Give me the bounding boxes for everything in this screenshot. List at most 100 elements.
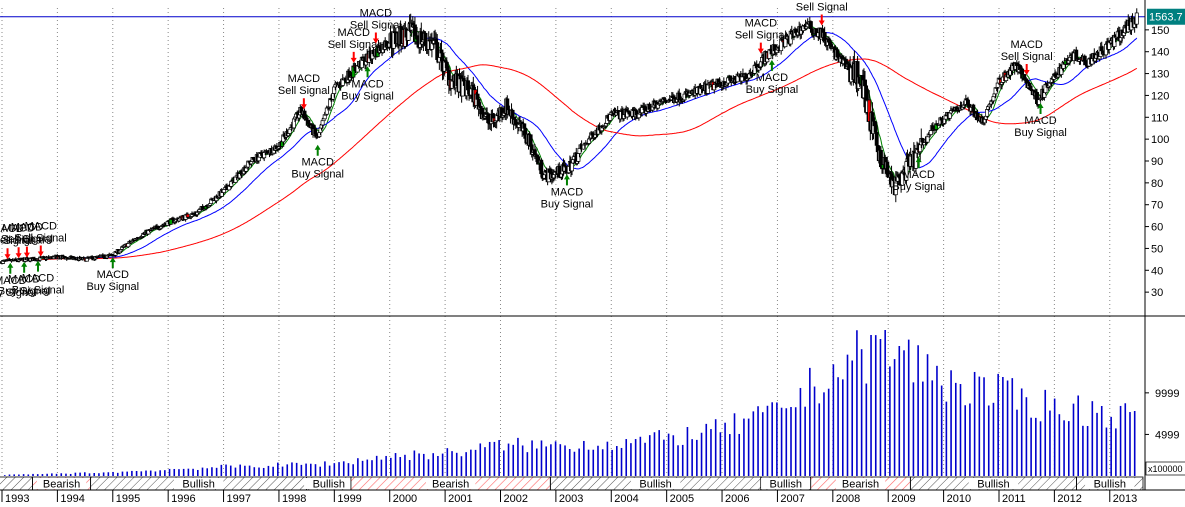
up-arrow-icon: [109, 257, 116, 269]
time-axis: 1993 1994 1995 1996 1997 1998 1999 2000 2001 2002…: [1, 490, 1137, 505]
up-arrow-icon: [915, 157, 922, 169]
moving-average-line: [1, 22, 1138, 264]
last-value-label: 1563.7: [1149, 12, 1183, 24]
x-tick-label: 1994: [60, 493, 84, 502]
signal-label: Buy Signal: [892, 181, 945, 193]
signal-label: MACD: [302, 157, 334, 169]
signal-label: MACD: [756, 72, 788, 84]
down-arrow-icon: [300, 98, 307, 110]
signal-label: Sell Signal: [0, 234, 45, 246]
regime-label: Bullish: [639, 479, 671, 491]
candle-body: [1024, 78, 1029, 84]
x-tick-label: 1997: [227, 493, 251, 502]
chart-frame: [0, 0, 1185, 491]
y-tick-label: 90: [1151, 156, 1163, 168]
signal-label: MACD: [11, 222, 43, 234]
signal-label: Buy Signal: [12, 285, 65, 297]
signal-label: Sell Signal: [15, 233, 67, 245]
regime-segment: [0, 476, 33, 491]
down-arrow-icon: [1023, 64, 1030, 76]
candlesticks: [0, 8, 1139, 265]
signal-label: MACD: [8, 274, 40, 286]
signal-label: MACD: [22, 273, 54, 285]
candle-body: [221, 188, 226, 193]
candle-body: [84, 257, 89, 262]
candle-body: [570, 162, 574, 172]
signal-label: MACD: [338, 27, 370, 39]
regime-label-bg: [36, 478, 87, 489]
signal-label: MACD: [97, 269, 129, 281]
x-tick-label: 2003: [559, 493, 583, 502]
x-tick-label: 1998: [282, 493, 306, 502]
sell-signal: Sell Signal: [796, 2, 848, 26]
x-tick-label: 2007: [780, 493, 804, 502]
signal-label: Buy Signal: [291, 169, 344, 181]
signal-label: MACD: [351, 78, 383, 90]
down-arrow-icon: [372, 32, 379, 44]
down-arrow-icon: [350, 51, 357, 63]
x-tick-label: 2005: [670, 493, 694, 502]
signal-label: MACD: [0, 275, 27, 287]
x-tick-label: 2008: [836, 493, 860, 502]
y-tick-label: 130: [1151, 69, 1169, 81]
signal-label: Sell Signal: [328, 39, 380, 51]
signal-label: MACD: [902, 169, 934, 181]
candle-body: [256, 156, 261, 162]
down-arrow-icon: [4, 248, 11, 260]
volume-bars: [3, 329, 1136, 476]
y-tick-label: 80: [1151, 178, 1163, 190]
down-arrow-icon: [15, 247, 22, 259]
candle-body: [878, 149, 883, 168]
signal-label: MACD: [1024, 115, 1056, 127]
up-arrow-icon: [563, 174, 570, 186]
up-arrow-icon: [364, 66, 371, 78]
x-tick-label: 2002: [503, 493, 527, 502]
signal-label: MACD: [0, 223, 24, 235]
up-arrow-icon: [768, 59, 775, 71]
down-arrow-icon: [757, 42, 764, 54]
signal-label: MACD: [2, 222, 34, 234]
down-arrow-icon: [23, 246, 30, 258]
up-arrow-icon: [314, 144, 321, 156]
regime-label: Bullish: [182, 479, 214, 491]
regime-label: Bearish: [43, 479, 80, 491]
candle-body: [808, 21, 813, 30]
signal-label: Buy Signal: [541, 198, 594, 210]
y-tick-label: 50: [1151, 243, 1163, 255]
candle-body: [320, 120, 325, 126]
regime-label-bg: [630, 478, 681, 489]
signal-label: Sell Signal: [735, 30, 787, 42]
up-arrow-icon: [7, 262, 14, 274]
signal-label: Buy Signal: [0, 287, 37, 299]
candle-body: [1134, 12, 1139, 25]
regime-label-bg: [1085, 478, 1135, 489]
down-arrow-icon: [37, 245, 44, 257]
up-arrow-icon: [35, 260, 42, 272]
regime-label-bg: [835, 478, 886, 489]
down-arrow-icon: [818, 14, 825, 26]
regime-label: Bullish: [313, 479, 345, 491]
regime-label: Bullish: [770, 479, 802, 491]
y-tick-label: 150: [1151, 25, 1169, 37]
y-tick-label: 110: [1151, 112, 1169, 124]
last-value-badge: [1147, 8, 1185, 25]
x-tick-label: 2000: [393, 493, 417, 502]
x-tick-label: 2006: [725, 493, 749, 502]
signal-label: MACD: [360, 8, 392, 20]
multiplier-box: [1145, 461, 1185, 476]
signal-label: MACD: [288, 73, 320, 85]
signal-label: Sell Signal: [0, 235, 34, 247]
